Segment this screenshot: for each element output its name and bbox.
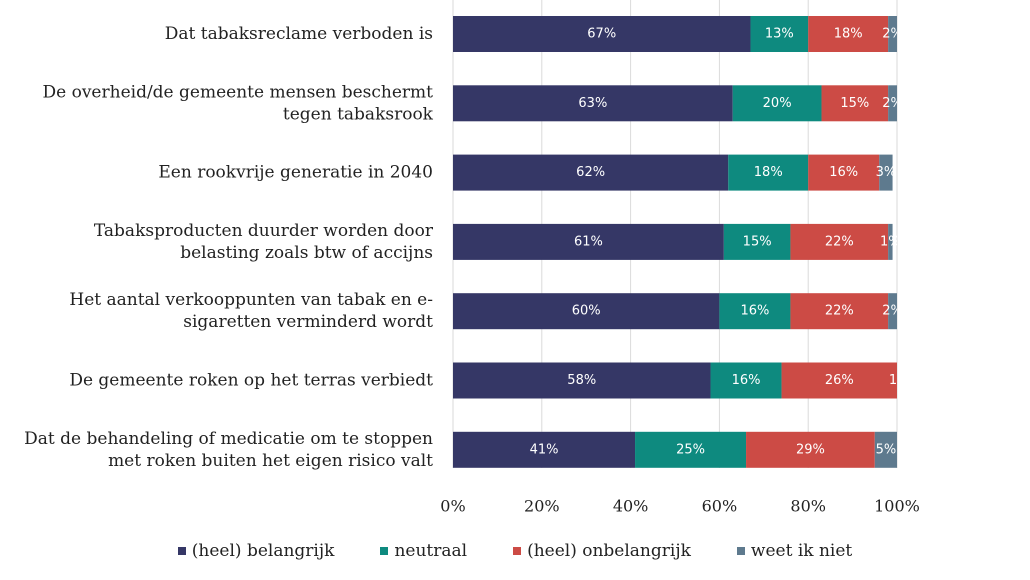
- bar-segment: [790, 293, 889, 330]
- bar-segment: [879, 154, 893, 191]
- bar-segment: [888, 85, 897, 122]
- bar-segment: [635, 431, 747, 468]
- data-label: 41%: [530, 442, 559, 457]
- category-label: belasting zoals btw of accijns: [180, 243, 433, 263]
- bar-segment: [719, 293, 791, 330]
- category-label: De gemeente roken op het terras verbiedt: [69, 371, 433, 391]
- legend-item: (heel) belangrijk: [177, 541, 335, 561]
- bar-segment: [723, 223, 791, 260]
- bar-segment: [453, 223, 724, 260]
- data-label: 16%: [829, 165, 858, 180]
- legend-item: weet ik niet: [736, 541, 853, 561]
- category-label: met roken buiten het eigen risico valt: [108, 451, 433, 471]
- x-tick-label: 0%: [440, 497, 465, 516]
- legend-item: neutraal: [380, 541, 467, 561]
- x-tick-label: 100%: [874, 497, 920, 516]
- bar-segment: [790, 223, 889, 260]
- bar-segment: [732, 85, 822, 122]
- bar-segment: [897, 363, 901, 399]
- data-label: 29%: [796, 442, 825, 457]
- data-label: 16%: [732, 373, 761, 388]
- category-label: sigaretten verminderd wordt: [183, 312, 433, 332]
- data-label: 25%: [676, 442, 705, 457]
- bars: 67% 13% 18% 2% 63% 20% 15% 2% 62% 18% 16% 3% 61% 15% 2…: [453, 16, 910, 468]
- bar-segment: [453, 16, 751, 52]
- category-label: De overheid/de gemeente mensen beschermt: [43, 82, 434, 102]
- legend-label: (heel) onbelangrijk: [527, 541, 691, 561]
- stacked-bar-chart: 67% 13% 18% 2% 63% 20% 15% 2% 62% 18% 16% 3% 61% 15% 2…: [24, 0, 920, 516]
- x-tick-label: 20%: [524, 497, 560, 516]
- bar-segment: [453, 85, 733, 122]
- bar-segment: [781, 362, 897, 399]
- bar-segment: [453, 154, 729, 191]
- legend-label: (heel) belangrijk: [191, 541, 335, 561]
- data-label: 61%: [574, 234, 603, 249]
- data-label: 26%: [825, 373, 854, 388]
- data-label: 16%: [740, 304, 769, 319]
- category-label: tegen tabaksrook: [283, 104, 434, 124]
- data-label: 5%: [876, 442, 897, 457]
- data-label: 15%: [743, 234, 772, 249]
- legend-item: (heel) onbelangrijk: [513, 541, 691, 561]
- data-label: 2%: [882, 27, 903, 42]
- bar-segment: [746, 431, 875, 468]
- data-label: 1%: [880, 234, 901, 249]
- legend-swatch: [380, 547, 389, 555]
- data-label: 2%: [882, 96, 903, 111]
- category-label: Dat de behandeling of medicatie om te st…: [24, 429, 433, 449]
- category-label: Het aantal verkooppunten van tabak en e-: [69, 290, 433, 310]
- x-tick-label: 40%: [613, 497, 649, 516]
- data-label: 62%: [576, 165, 605, 180]
- bar-segment: [453, 431, 636, 468]
- bar-segment: [821, 85, 889, 122]
- bar-segment: [750, 16, 809, 52]
- x-tick-label: 80%: [790, 497, 826, 516]
- legend: (heel) belangrijk neutraal (heel) onbelang…: [0, 536, 1030, 566]
- data-label: 20%: [763, 96, 792, 111]
- data-label: 2%: [882, 304, 903, 319]
- data-label: 13%: [765, 27, 794, 42]
- data-label: 18%: [834, 27, 863, 42]
- bar-segment: [888, 293, 897, 330]
- category-label: Dat tabaksreclame verboden is: [165, 24, 433, 44]
- data-label: 18%: [754, 165, 783, 180]
- legend-swatch: [513, 547, 522, 555]
- data-label: 58%: [567, 373, 596, 388]
- data-label: 15%: [840, 96, 869, 111]
- bar-segment: [728, 154, 809, 191]
- legend-label: weet ik niet: [750, 541, 853, 561]
- bar-segment: [808, 16, 889, 52]
- x-axis-ticks: 0% 20% 40% 60% 80% 100%: [440, 497, 920, 516]
- bar-segment: [710, 362, 782, 399]
- data-label: 1%: [889, 373, 910, 388]
- category-label: Een rookvrije generatie in 2040: [158, 163, 433, 183]
- category-label: Tabaksproducten duurder worden door: [94, 221, 434, 241]
- legend-swatch: [736, 547, 745, 555]
- data-label: 63%: [578, 96, 607, 111]
- legend-swatch: [177, 547, 186, 555]
- data-label: 22%: [825, 304, 854, 319]
- bar-segment: [808, 154, 880, 191]
- legend-label: neutraal: [394, 541, 468, 561]
- x-tick-label: 60%: [702, 497, 738, 516]
- bar-segment: [874, 431, 897, 468]
- bar-segment: [888, 223, 893, 260]
- bar-segment: [453, 293, 720, 330]
- data-label: 3%: [876, 165, 897, 180]
- data-label: 22%: [825, 234, 854, 249]
- data-label: 60%: [572, 304, 601, 319]
- bar-segment: [453, 362, 711, 399]
- category-labels: Dat tabaksreclame verboden is De overheid…: [24, 24, 434, 471]
- bar-segment: [888, 16, 897, 52]
- data-label: 67%: [587, 27, 616, 42]
